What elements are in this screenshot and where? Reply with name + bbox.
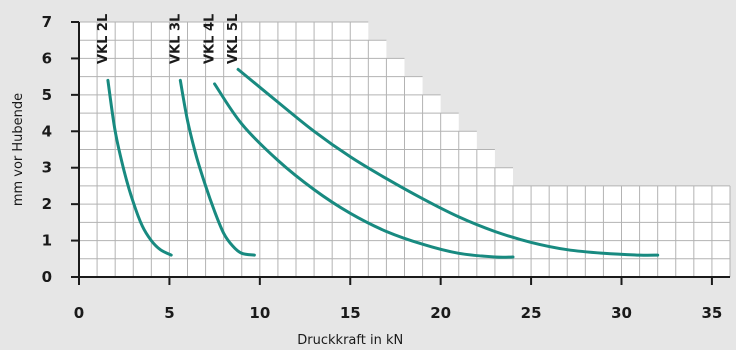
x-tick-label: 35 — [701, 304, 722, 322]
x-tick-label: 10 — [249, 304, 270, 322]
x-tick-label: 20 — [430, 304, 451, 322]
series-line-3 — [236, 67, 660, 257]
series-label-3: VKL 5L — [226, 14, 241, 64]
x-tick-label: 5 — [164, 304, 174, 322]
x-tick-label: 30 — [611, 304, 632, 322]
series-line-2 — [213, 82, 515, 259]
series-labels: VKL 2L VKL 3L VKL 4L VKL 5L — [96, 14, 241, 64]
series-label-2: VKL 4L — [203, 14, 218, 64]
x-tick-label: 25 — [521, 304, 542, 322]
x-axis-title: Druckkraft in kN — [297, 333, 403, 348]
x-ticks: 0 5 10 15 20 25 30 35 — [74, 304, 723, 322]
series-label-0: VKL 2L — [96, 14, 111, 64]
series-line-0 — [106, 78, 173, 257]
axes — [71, 21, 730, 285]
y-tick-label: 0 — [42, 268, 52, 286]
y-tick-label: 5 — [42, 86, 52, 104]
y-tick-label: 4 — [42, 122, 52, 140]
x-tick-label: 15 — [340, 304, 361, 322]
y-tick-label: 7 — [42, 13, 52, 31]
y-ticks: 0 1 2 3 4 5 6 7 — [42, 13, 52, 286]
y-tick-label: 3 — [42, 159, 52, 177]
x-tick-label: 0 — [74, 304, 84, 322]
series-line-1 — [178, 78, 256, 257]
y-tick-label: 6 — [42, 49, 52, 67]
series-lines — [106, 67, 660, 259]
grid — [79, 21, 731, 277]
y-tick-label: 2 — [42, 195, 52, 213]
y-tick-label: 1 — [42, 232, 52, 250]
y-axis-title: mm vor Hubende — [11, 93, 26, 206]
series-label-1: VKL 3L — [168, 14, 183, 64]
